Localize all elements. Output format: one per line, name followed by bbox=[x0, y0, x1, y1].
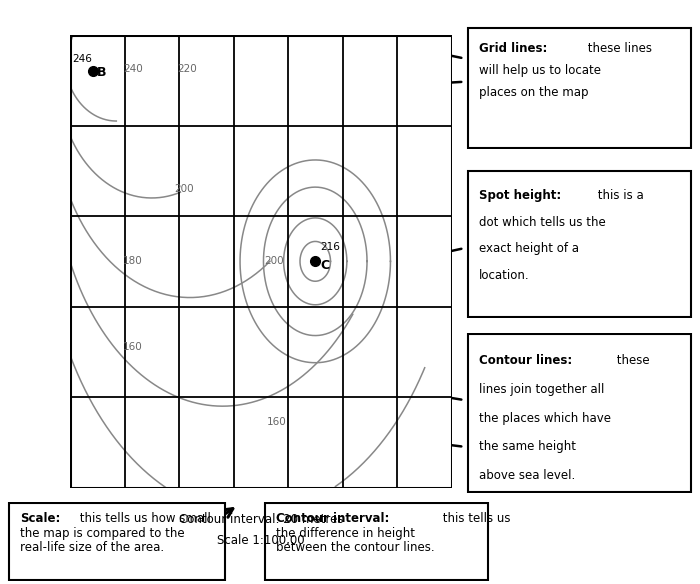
Text: 216: 216 bbox=[321, 242, 341, 252]
Text: Contour interval: 20 metres: Contour interval: 20 metres bbox=[178, 513, 343, 526]
FancyBboxPatch shape bbox=[9, 503, 225, 580]
Text: 160: 160 bbox=[267, 418, 287, 427]
Text: these: these bbox=[613, 354, 650, 367]
Text: 246: 246 bbox=[72, 54, 92, 64]
Text: places on the map: places on the map bbox=[479, 86, 589, 99]
Text: this tells us: this tells us bbox=[439, 513, 510, 526]
FancyBboxPatch shape bbox=[468, 335, 691, 492]
Text: the places which have: the places which have bbox=[479, 412, 611, 425]
Text: 240: 240 bbox=[122, 64, 143, 74]
Text: the same height: the same height bbox=[479, 440, 576, 454]
Text: these lines: these lines bbox=[584, 42, 652, 55]
Text: the map is compared to the: the map is compared to the bbox=[20, 527, 185, 540]
Text: Spot height:: Spot height: bbox=[479, 189, 561, 201]
FancyBboxPatch shape bbox=[468, 27, 691, 148]
Text: lines join together all: lines join together all bbox=[479, 383, 605, 396]
Text: will help us to locate: will help us to locate bbox=[479, 64, 601, 77]
FancyBboxPatch shape bbox=[468, 171, 691, 317]
Text: this is a: this is a bbox=[594, 189, 643, 201]
Text: between the contour lines.: between the contour lines. bbox=[276, 541, 435, 554]
Text: real-life size of the area.: real-life size of the area. bbox=[20, 541, 164, 554]
Text: Scale:: Scale: bbox=[20, 513, 61, 526]
Text: 220: 220 bbox=[177, 64, 197, 74]
Text: Grid lines:: Grid lines: bbox=[479, 42, 547, 55]
Text: Contour lines:: Contour lines: bbox=[479, 354, 573, 367]
Text: 200: 200 bbox=[174, 184, 195, 194]
Text: 200: 200 bbox=[265, 256, 284, 266]
Text: Scale 1:100,00: Scale 1:100,00 bbox=[217, 534, 304, 547]
Text: 180: 180 bbox=[122, 256, 143, 266]
FancyBboxPatch shape bbox=[265, 503, 488, 580]
Text: dot which tells us the: dot which tells us the bbox=[479, 215, 606, 228]
Text: C: C bbox=[321, 259, 330, 272]
Text: location.: location. bbox=[479, 269, 530, 282]
Text: B: B bbox=[97, 66, 106, 79]
Text: Contour interval:: Contour interval: bbox=[276, 513, 389, 526]
Text: exact height of a: exact height of a bbox=[479, 242, 579, 255]
Text: above sea level.: above sea level. bbox=[479, 470, 575, 482]
Text: the difference in height: the difference in height bbox=[276, 527, 415, 540]
Text: this tells us how small: this tells us how small bbox=[76, 513, 211, 526]
Text: 160: 160 bbox=[122, 342, 143, 352]
